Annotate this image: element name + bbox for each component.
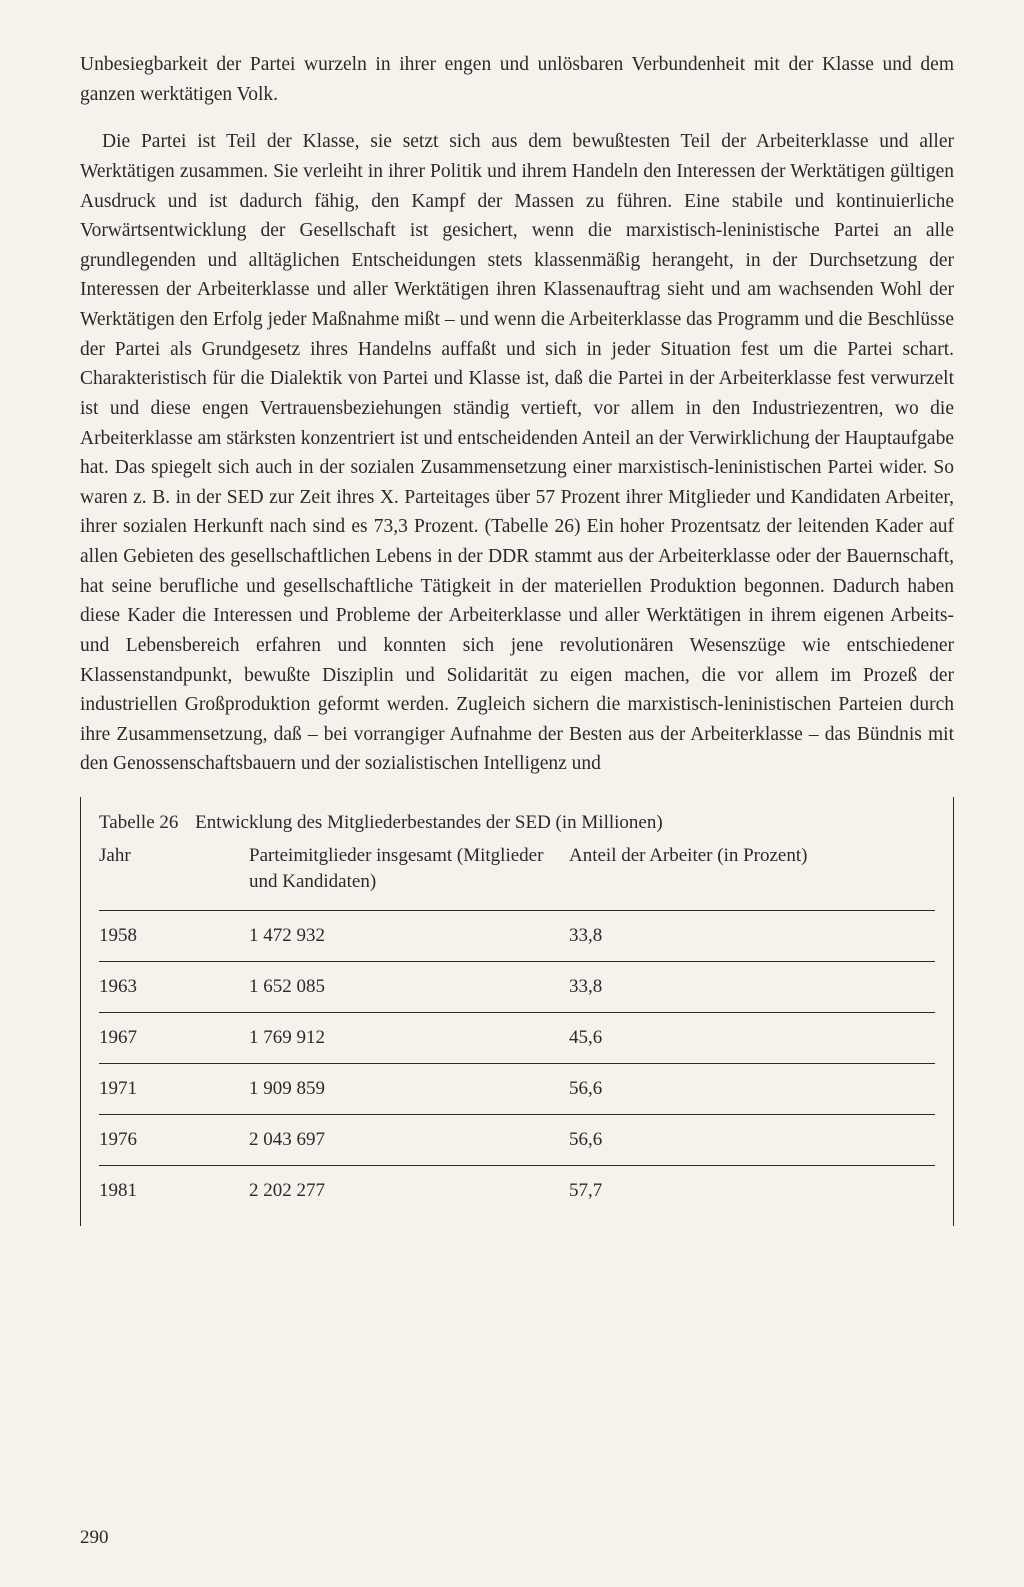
table-26: Tabelle 26 Entwicklung des Mitgliederbes…	[80, 797, 954, 1226]
paragraph-2: Die Partei ist Teil der Klasse, sie setz…	[80, 127, 954, 779]
table-title: Entwicklung des Mitgliederbestandes der …	[195, 812, 663, 833]
table-cell-year: 1976	[99, 1129, 249, 1151]
table-row: 1976 2 043 697 56,6	[99, 1115, 935, 1166]
table-header-percent: Anteil der Arbeiter (in Prozent)	[569, 843, 935, 896]
table-cell-percent: 56,6	[569, 1129, 935, 1151]
table-cell-members: 1 472 932	[249, 925, 569, 947]
table-header-row: Jahr Parteimitglieder insgesamt (Mitglie…	[99, 843, 935, 911]
table-row: 1958 1 472 932 33,8	[99, 911, 935, 962]
table-cell-percent: 33,8	[569, 925, 935, 947]
table-label: Tabelle 26	[99, 812, 178, 833]
table-row: 1981 2 202 277 57,7	[99, 1166, 935, 1216]
table-cell-members: 1 909 859	[249, 1078, 569, 1100]
table-cell-percent: 56,6	[569, 1078, 935, 1100]
table-cell-year: 1958	[99, 925, 249, 947]
table-caption: Tabelle 26 Entwicklung des Mitgliederbes…	[99, 809, 935, 837]
table-cell-year: 1963	[99, 976, 249, 998]
table-cell-percent: 57,7	[569, 1180, 935, 1202]
table-row: 1971 1 909 859 56,6	[99, 1064, 935, 1115]
table-cell-members: 2 043 697	[249, 1129, 569, 1151]
page-number: 290	[80, 1527, 109, 1549]
table-cell-members: 1 652 085	[249, 976, 569, 998]
table-cell-members: 1 769 912	[249, 1027, 569, 1049]
table-header-members: Parteimitglieder insgesamt (Mitglieder u…	[249, 843, 569, 896]
table-cell-year: 1967	[99, 1027, 249, 1049]
table-header-year: Jahr	[99, 843, 249, 896]
table-cell-year: 1981	[99, 1180, 249, 1202]
table-cell-percent: 45,6	[569, 1027, 935, 1049]
table-row: 1967 1 769 912 45,6	[99, 1013, 935, 1064]
paragraph-1: Unbesiegbarkeit der Partei wurzeln in ih…	[80, 50, 954, 109]
table-cell-percent: 33,8	[569, 976, 935, 998]
table-row: 1963 1 652 085 33,8	[99, 962, 935, 1013]
table-cell-members: 2 202 277	[249, 1180, 569, 1202]
table-cell-year: 1971	[99, 1078, 249, 1100]
